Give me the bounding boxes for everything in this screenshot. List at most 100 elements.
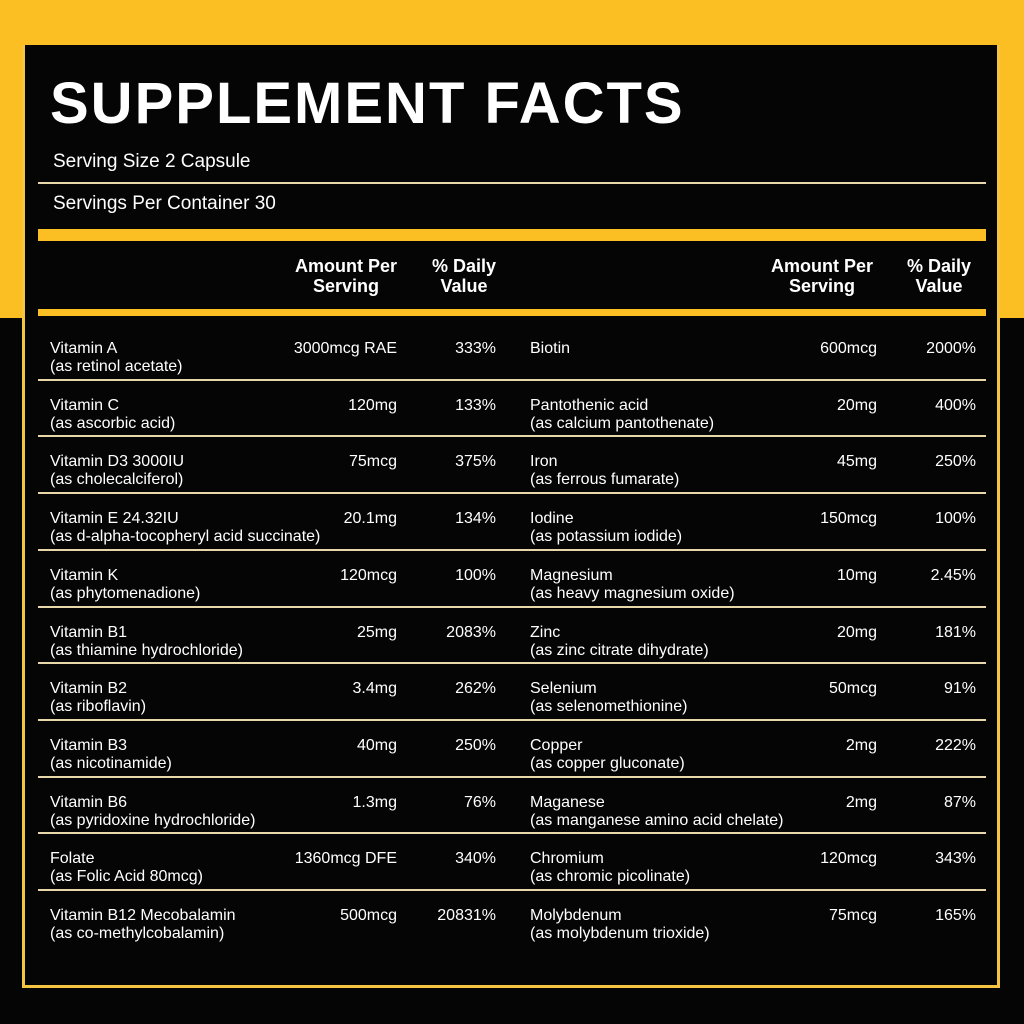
nutrient-source: (as heavy magnesium oxide) (530, 584, 735, 602)
table-row: Folate (as Folic Acid 80mcg) 1360mcg DFE 34… (38, 832, 986, 889)
nutrient-name-cell: Vitamin B3 (as nicotinamide) (50, 737, 172, 773)
nutrient-name-cell: Vitamin A (as retinol acetate) (50, 340, 183, 376)
nutrient-name: Vitamin B3 (50, 736, 128, 754)
nutrient-name: Vitamin B1 (50, 623, 128, 641)
table-row: Vitamin E 24.32IU (as d-alpha-tocopheryl … (38, 492, 986, 549)
amount: 3000mcg RAE (293, 340, 397, 357)
nutrient-source: (as retinol acetate) (50, 358, 183, 375)
table-row: Vitamin B3 (as nicotinamide) 40mg 250% Coppe… (38, 718, 986, 776)
row-divider (38, 605, 986, 608)
nutrient-name-cell: Iodine (as potassium iodide) (530, 510, 682, 546)
amount: 20mg (836, 623, 877, 641)
row-divider (38, 378, 986, 381)
amount: 20mg (836, 396, 877, 414)
nutrient-source: (as phytomenadione) (50, 584, 201, 602)
nutrient-source: (as thiamine hydrochloride) (50, 641, 243, 659)
nutrient-source: (as chromic picolinate) (530, 868, 691, 886)
nutrient-name-cell: Vitamin B2 (as riboflavin) (50, 680, 146, 716)
nutrient-name: Folate (50, 850, 95, 868)
nutrient-name: Selenium (530, 680, 597, 698)
daily-value: 340% (455, 850, 496, 868)
nutrient-name: Vitamin B2 (50, 680, 128, 698)
header-text: Serving (312, 276, 380, 296)
nutrient-source: (as Folic Acid 80mcg) (50, 868, 203, 886)
amount: 2mg (845, 736, 877, 754)
nutrient-name-cell: Chromium (as chromic picolinate) (530, 850, 690, 886)
nutrient-name-cell: Vitamin E 24.32IU (as d-alpha-tocopheryl … (50, 510, 320, 546)
nutrient-source: (as zinc citrate dihydrate) (530, 641, 709, 659)
row-divider (38, 492, 986, 495)
table-row: Vitamin A (as retinol acetate) 3000mcg RAE… (38, 322, 986, 379)
amount: 1.3mg (352, 793, 397, 811)
amount-header-left: Amount Per Serving (280, 256, 412, 296)
daily-value: 181% (935, 623, 976, 641)
amount: 10mg (836, 566, 877, 584)
daily-value: 375% (455, 453, 496, 471)
nutrient-name: Iodine (530, 510, 574, 528)
nutrient-name: Vitamin B12 Mecobalamin (50, 907, 236, 924)
nutrient-name-cell: Vitamin D3 3000IU (as cholecalciferol) (50, 453, 184, 489)
nutrient-source: (as selenomethionine) (530, 698, 688, 716)
header-text: Serving (788, 276, 856, 296)
nutrient-name-cell: Maganese (as manganese amino acid chelate… (530, 794, 783, 830)
daily-value: 2083% (446, 623, 496, 641)
nutrient-source: (as nicotinamide) (50, 754, 172, 772)
nutrient-name: Chromium (530, 850, 604, 868)
row-divider (38, 548, 986, 551)
daily-value: 76% (463, 793, 496, 811)
daily-value: 222% (935, 736, 976, 754)
amount: 600mcg (820, 340, 877, 357)
serving-size: Serving Size 2 Capsule (53, 151, 251, 172)
amount: 50mcg (828, 680, 877, 698)
nutrient-name-cell: Magnesium (as heavy magnesium oxide) (530, 567, 735, 603)
servings-per-container: Servings Per Container 30 (53, 193, 276, 214)
nutrient-source: (as potassium iodide) (530, 528, 683, 546)
nutrient-source: (as calcium pantothenate) (530, 414, 715, 432)
nutrient-source: (as cholecalciferol) (50, 471, 184, 489)
table-row: Vitamin B6 (as pyridoxine hydrochloride) 1… (38, 775, 986, 833)
header-text: Value (440, 276, 488, 296)
daily-value: 133% (455, 396, 496, 414)
nutrient-name: Vitamin A (50, 340, 118, 357)
table-row: Vitamin D3 3000IU (as cholecalciferol) 75m… (38, 435, 986, 492)
nutrient-name: Iron (530, 453, 558, 471)
nutrient-source: (as riboflavin) (50, 698, 147, 716)
nutrient-name: Zinc (530, 623, 561, 641)
table-row: Vitamin B12 Mecobalamin (as co-methylcoba… (38, 889, 986, 946)
daily-value: 2.45% (930, 566, 976, 584)
daily-value: 165% (935, 907, 976, 924)
daily-value: 91% (943, 680, 976, 698)
daily-value: 333% (455, 340, 496, 357)
daily-value: 87% (943, 793, 976, 811)
nutrient-source: (as co-methylcobalamin) (50, 925, 225, 942)
daily-value: 100% (455, 566, 496, 584)
header-text: Value (915, 276, 963, 296)
nutrient-name: Vitamin D3 3000IU (50, 453, 184, 471)
nutrient-name: Vitamin K (50, 566, 119, 584)
supplement-facts-panel (22, 45, 1000, 988)
nutrient-name: Copper (530, 736, 583, 754)
amount: 500mcg (340, 907, 397, 924)
daily-value: 343% (935, 850, 976, 868)
nutrient-name: Vitamin C (50, 396, 120, 414)
nutrient-name-cell: Vitamin B6 (as pyridoxine hydrochloride) (50, 794, 255, 830)
nutrient-name-cell: Biotin (530, 340, 570, 358)
daily-value: 250% (935, 453, 976, 471)
daily-value: 400% (935, 396, 976, 414)
nutrient-source: (as copper gluconate) (530, 754, 685, 772)
nutrient-name: Molybdenum (530, 907, 622, 924)
header-text: Amount Per (294, 256, 397, 276)
daily-value: 262% (455, 680, 496, 698)
nutrient-name: Magnesium (530, 566, 613, 584)
daily-value: 20831% (437, 907, 496, 924)
nutrient-name-cell: Folate (as Folic Acid 80mcg) (50, 850, 203, 886)
nutrient-name-cell: Zinc (as zinc citrate dihydrate) (530, 624, 709, 660)
page-title: SUPPLEMENT FACTS (50, 71, 685, 136)
amount: 1360mcg DFE (294, 850, 397, 868)
amount: 75mcg (828, 907, 877, 924)
nutrient-name-cell: Iron (as ferrous fumarate) (530, 453, 679, 489)
nutrient-name: Vitamin E 24.32IU (50, 510, 179, 528)
table-row: Vitamin C (as ascorbic acid) 120mg 133% Pant… (38, 378, 986, 436)
amount: 25mg (356, 623, 397, 641)
row-divider (38, 775, 986, 778)
